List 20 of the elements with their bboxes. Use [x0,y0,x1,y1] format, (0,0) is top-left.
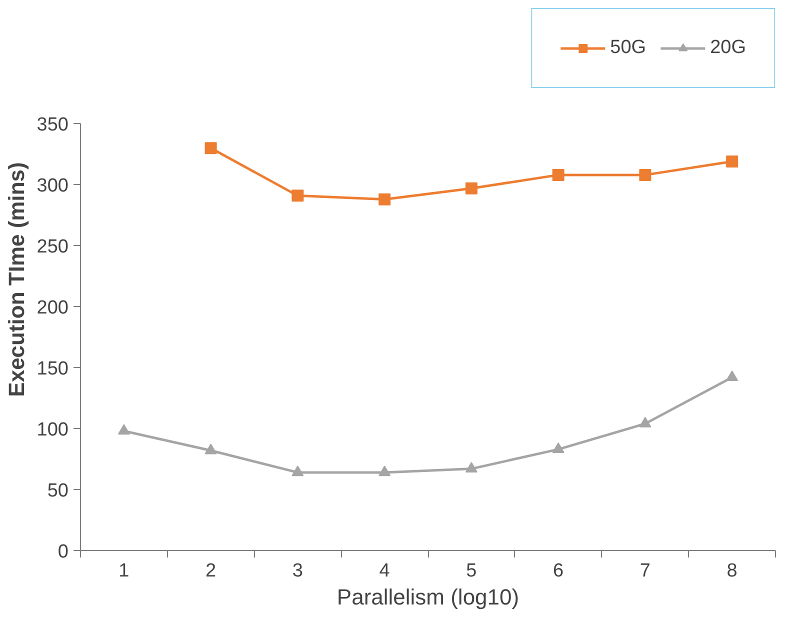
y-tick-label: 150 [36,358,68,380]
y-tick-label: 200 [36,298,68,319]
y-tick-label: 300 [36,176,68,197]
x-tick-label: 4 [379,560,390,582]
x-tick-label: 2 [206,560,216,582]
x-tick-label: 3 [292,560,303,582]
y-tick-label: 0 [58,542,69,562]
y-tick-label: 350 [36,114,68,136]
legend-label: 50G [610,37,646,59]
y-tick-label: 100 [36,420,68,441]
x-tick-label: 5 [466,560,477,582]
x-tick-label: 8 [726,560,738,582]
y-axis-title: Execution TIme (mins) [4,162,29,397]
y-tick-label: 250 [36,236,68,258]
x-tick-label: 6 [553,560,564,582]
x-tick-label: 1 [118,560,130,582]
legend-label: 20G [710,37,746,59]
x-tick-label: 7 [640,560,650,582]
x-axis-title: Parallelism (log10) [336,584,520,610]
y-tick-label: 50 [47,480,69,502]
